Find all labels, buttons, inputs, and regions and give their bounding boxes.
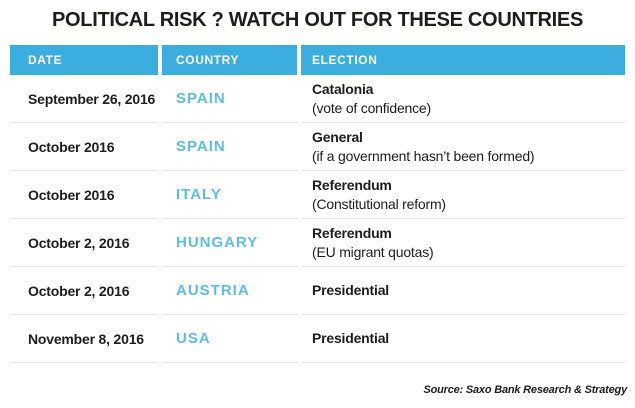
country-cell: ITALY [162,171,297,219]
election-cell: Referendum (EU migrant quotas) [301,219,625,267]
column-header-country: COUNTRY [162,45,297,75]
date-cell: September 26, 2016 [10,75,158,123]
date-cell: November 8, 2016 [10,315,158,363]
table-row: November 8, 2016 USA Presidential [10,315,625,363]
election-cell: General (if a government hasn’t been for… [301,123,625,171]
country-cell: SPAIN [162,123,297,171]
table-row: October 2016 ITALY Referendum (Constitut… [10,171,625,219]
column-header-election: ELECTION [301,45,625,75]
election-type: Catalonia [312,80,374,97]
election-type: Presidential [312,282,389,298]
date-cell: October 2016 [10,123,158,171]
table-row: October 2016 SPAIN General (if a governm… [10,123,625,171]
table-row: September 26, 2016 SPAIN Catalonia (vote… [10,75,625,123]
table-row: October 2, 2016 AUSTRIA Presidential [10,267,625,315]
column-header-date: DATE [10,45,158,75]
source-credit: Source: Saxo Bank Research & Strategy [423,384,627,396]
country-cell: SPAIN [162,75,297,123]
date-cell: October 2016 [10,171,158,219]
election-detail: (EU migrant quotas) [312,243,434,260]
elections-table: DATE COUNTRY ELECTION September 26, 2016… [10,45,625,363]
country-cell: AUSTRIA [162,267,297,315]
table-row: October 2, 2016 HUNGARY Referendum (EU m… [10,219,625,267]
election-detail: (Constitutional reform) [312,195,446,212]
election-type: Referendum [312,224,392,241]
country-cell: USA [162,315,297,363]
election-cell: Presidential [301,267,625,315]
election-detail: (vote of confidence) [312,99,431,116]
election-type: Referendum [312,176,392,193]
election-detail: (if a government hasn’t been formed) [312,147,535,164]
date-cell: October 2, 2016 [10,219,158,267]
date-cell: October 2, 2016 [10,267,158,315]
election-type: General [312,128,363,145]
page-title: POLITICAL RISK ? WATCH OUT FOR THESE COU… [51,9,583,31]
election-cell: Referendum (Constitutional reform) [301,171,625,219]
country-cell: HUNGARY [162,219,297,267]
table-header-row: DATE COUNTRY ELECTION [10,45,625,75]
election-cell: Catalonia (vote of confidence) [301,75,625,123]
election-cell: Presidential [301,315,625,363]
election-type: Presidential [312,330,389,346]
